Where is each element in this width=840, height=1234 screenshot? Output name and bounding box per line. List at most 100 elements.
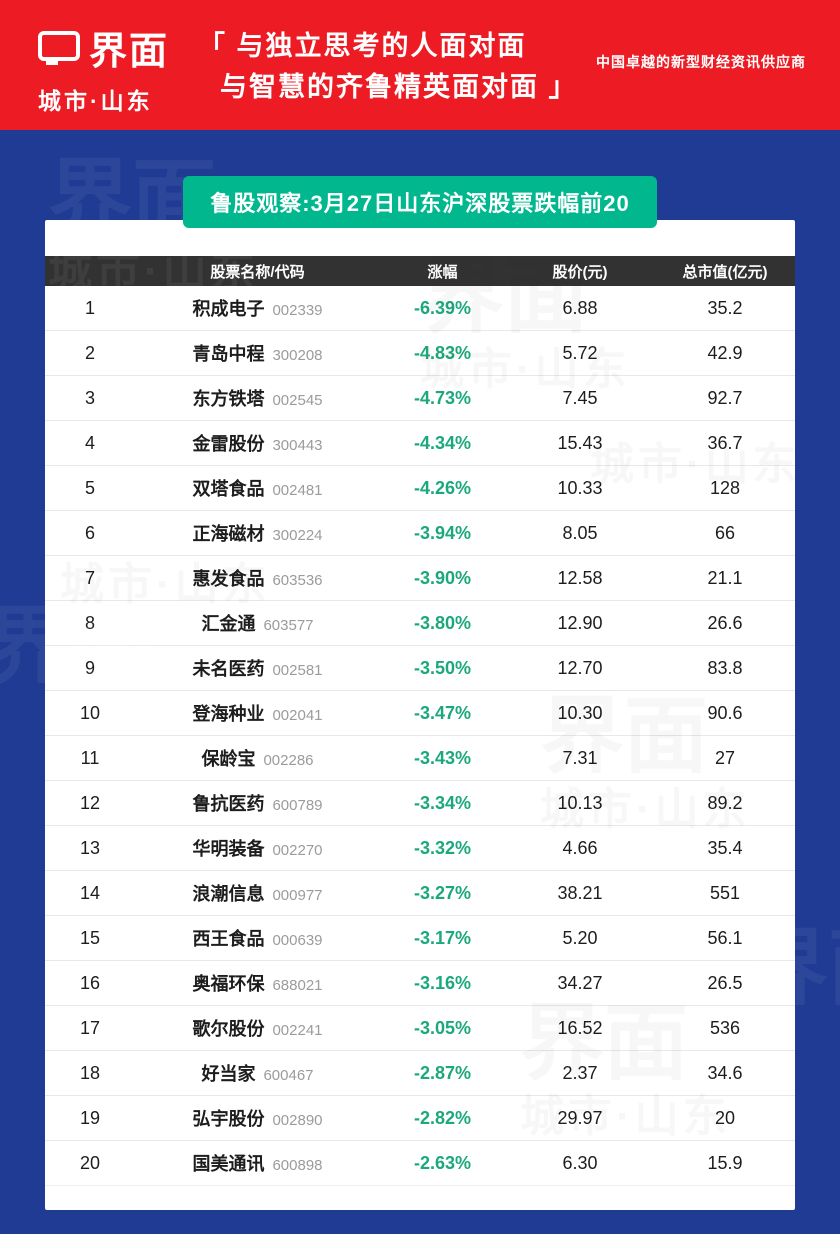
change-cell: -4.83% bbox=[413, 342, 472, 363]
change-cell: -2.63% bbox=[413, 1152, 472, 1173]
stock-name: 国美通讯 bbox=[192, 1154, 265, 1174]
cap-cell: 26.5 bbox=[707, 972, 743, 993]
table-row: 19 弘宇股份 002890 -2.82% 29.97 20 bbox=[45, 1096, 795, 1141]
price-cell: 12.70 bbox=[557, 657, 603, 678]
stock-name: 积成电子 bbox=[192, 299, 265, 319]
header-change: 涨幅 bbox=[427, 263, 458, 281]
change-cell: -3.05% bbox=[413, 1017, 472, 1038]
stock-code: 300224 bbox=[272, 527, 323, 544]
table-row: 7 惠发食品 603536 -3.90% 12.58 21.1 bbox=[45, 556, 795, 601]
rank-cell: 17 bbox=[79, 1017, 101, 1038]
stock-code: 600898 bbox=[272, 1157, 323, 1174]
change-cell: -4.26% bbox=[413, 477, 472, 498]
stock-code: 603577 bbox=[263, 617, 314, 634]
table-row: 20 国美通讯 600898 -2.63% 6.30 15.9 bbox=[45, 1141, 795, 1186]
top-banner: 界面 城市·山东 「 与独立思考的人面对面 与智慧的齐鲁精英面对面 」 中国卓越… bbox=[0, 0, 840, 130]
change-cell: -2.87% bbox=[413, 1062, 472, 1083]
cap-cell: 90.6 bbox=[707, 702, 743, 723]
logo-block: 界面 城市·山东 bbox=[38, 20, 169, 116]
stock-name: 惠发食品 bbox=[192, 569, 265, 589]
price-cell: 10.33 bbox=[557, 477, 603, 498]
stock-code: 002270 bbox=[272, 842, 323, 859]
table-row: 18 好当家 600467 -2.87% 2.37 34.6 bbox=[45, 1051, 795, 1096]
price-cell: 7.31 bbox=[562, 747, 598, 768]
stock-code: 002545 bbox=[272, 392, 323, 409]
name-cell: 青岛中程 300208 bbox=[135, 340, 380, 366]
cap-cell: 26.6 bbox=[707, 612, 743, 633]
table-row: 16 奥福环保 688021 -3.16% 34.27 26.5 bbox=[45, 961, 795, 1006]
rank-cell: 7 bbox=[84, 567, 95, 588]
change-cell: -3.94% bbox=[413, 522, 472, 543]
price-cell: 8.05 bbox=[562, 522, 598, 543]
stock-name: 歌尔股份 bbox=[192, 1019, 265, 1039]
stock-code: 002581 bbox=[272, 662, 323, 679]
stock-table-body: 1 积成电子 002339 -6.39% 6.88 35.2 2 青岛中程 3002… bbox=[45, 286, 795, 1186]
change-cell: -3.47% bbox=[413, 702, 472, 723]
stock-name: 弘宇股份 bbox=[192, 1109, 265, 1129]
cap-cell: 21.1 bbox=[707, 567, 743, 588]
cap-cell: 536 bbox=[709, 1017, 741, 1038]
page-title: 鲁股观察:3月27日山东沪深股票跌幅前20 bbox=[183, 176, 657, 228]
name-cell: 汇金通 603577 bbox=[135, 610, 380, 636]
change-cell: -2.82% bbox=[413, 1107, 472, 1128]
cap-cell: 36.7 bbox=[707, 432, 743, 453]
stock-code: 002339 bbox=[272, 302, 323, 319]
header-name-code: 股票名称/代码 bbox=[210, 263, 305, 281]
stock-code: 002890 bbox=[272, 1112, 323, 1129]
stock-code: 600467 bbox=[263, 1067, 314, 1084]
table-row: 11 保龄宝 002286 -3.43% 7.31 27 bbox=[45, 736, 795, 781]
change-cell: -3.43% bbox=[413, 747, 472, 768]
slogan-line-1: 「 与独立思考的人面对面 bbox=[198, 31, 527, 61]
stock-name: 西王食品 bbox=[192, 929, 265, 949]
rank-cell: 6 bbox=[84, 522, 95, 543]
name-cell: 浪潮信息 000977 bbox=[135, 880, 380, 906]
name-cell: 东方铁塔 002545 bbox=[135, 385, 380, 411]
table-row: 9 未名医药 002581 -3.50% 12.70 83.8 bbox=[45, 646, 795, 691]
rank-cell: 10 bbox=[79, 702, 101, 723]
table-row: 4 金雷股份 300443 -4.34% 15.43 36.7 bbox=[45, 421, 795, 466]
name-cell: 双塔食品 002481 bbox=[135, 475, 380, 501]
stock-name: 青岛中程 bbox=[192, 344, 265, 364]
cap-cell: 35.4 bbox=[707, 837, 743, 858]
cap-cell: 128 bbox=[709, 477, 741, 498]
stock-code: 000977 bbox=[272, 887, 323, 904]
name-cell: 鲁抗医药 600789 bbox=[135, 790, 380, 816]
name-cell: 西王食品 000639 bbox=[135, 925, 380, 951]
table-row: 12 鲁抗医药 600789 -3.34% 10.13 89.2 bbox=[45, 781, 795, 826]
rank-cell: 2 bbox=[84, 342, 95, 363]
cap-cell: 551 bbox=[709, 882, 741, 903]
change-cell: -3.16% bbox=[413, 972, 472, 993]
price-cell: 6.88 bbox=[562, 297, 598, 318]
cap-cell: 15.9 bbox=[707, 1152, 743, 1173]
price-cell: 12.90 bbox=[557, 612, 603, 633]
name-cell: 登海种业 002041 bbox=[135, 700, 380, 726]
table-row: 1 积成电子 002339 -6.39% 6.88 35.2 bbox=[45, 286, 795, 331]
stock-name: 正海磁材 bbox=[192, 524, 265, 544]
rank-cell: 12 bbox=[79, 792, 101, 813]
price-cell: 6.30 bbox=[562, 1152, 598, 1173]
change-cell: -3.80% bbox=[413, 612, 472, 633]
table-header-row: 股票名称/代码 涨幅 股价(元) 总市值(亿元) bbox=[45, 256, 795, 286]
rank-cell: 14 bbox=[79, 882, 101, 903]
price-cell: 2.37 bbox=[562, 1062, 598, 1083]
rank-cell: 8 bbox=[84, 612, 95, 633]
rank-cell: 1 bbox=[84, 297, 95, 318]
price-cell: 4.66 bbox=[562, 837, 598, 858]
price-cell: 10.30 bbox=[557, 702, 603, 723]
rank-cell: 4 bbox=[84, 432, 95, 453]
banner-tagline: 中国卓越的新型财经资讯供应商 bbox=[596, 54, 806, 70]
cap-cell: 20 bbox=[714, 1107, 736, 1128]
stock-code: 600789 bbox=[272, 797, 323, 814]
name-cell: 未名医药 002581 bbox=[135, 655, 380, 681]
price-cell: 38.21 bbox=[557, 882, 603, 903]
change-cell: -3.32% bbox=[413, 837, 472, 858]
stock-name: 金雷股份 bbox=[192, 434, 265, 454]
price-cell: 5.72 bbox=[562, 342, 598, 363]
stock-name: 登海种业 bbox=[192, 704, 265, 724]
stock-code: 000639 bbox=[272, 932, 323, 949]
stock-code: 002286 bbox=[263, 752, 314, 769]
change-cell: -3.50% bbox=[413, 657, 472, 678]
price-cell: 10.13 bbox=[557, 792, 603, 813]
stock-table-card: 股票名称/代码 涨幅 股价(元) 总市值(亿元) 1 积成电子 002339 -6… bbox=[45, 220, 795, 1210]
